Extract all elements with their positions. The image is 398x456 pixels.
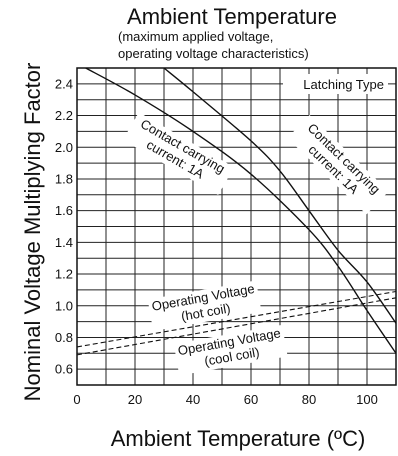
- annotation-background: [147, 280, 262, 332]
- y-tick-label: 1.6: [55, 203, 73, 218]
- legend-box: Latching Type: [283, 74, 388, 94]
- chart-title: Ambient Temperature: [127, 4, 337, 29]
- plot-frame: [76, 67, 397, 386]
- x-tick-label: 0: [73, 392, 80, 407]
- chart-subtitle-line1: (maximum applied voltage,: [118, 29, 273, 44]
- x-tick-label: 40: [186, 392, 200, 407]
- x-tick-label: 80: [302, 392, 316, 407]
- y-tick-label: 1.4: [55, 235, 73, 250]
- x-tick-label: 20: [128, 392, 142, 407]
- series-annotation-3: Operating Voltage(cool coil): [173, 324, 288, 376]
- y-tick-label: 2.2: [55, 108, 73, 123]
- series-annotation-2: Operating Voltage(hot coil): [147, 280, 262, 332]
- y-tick-label: 1.2: [55, 267, 73, 282]
- y-tick-label: 1.8: [55, 171, 73, 186]
- series-line-2: [76, 290, 397, 348]
- series-line-3: [76, 297, 397, 356]
- chart-subtitle-line2: operating voltage characteristics): [118, 46, 309, 61]
- series: [76, 67, 397, 356]
- tick-labels: 0 20 40 60 80 100 0.6 0.8 1.0 1.2 1.4 1.6 1.8 2.0 2.2 2…: [55, 76, 378, 407]
- y-tick-label: 2.0: [55, 140, 73, 155]
- x-tick-label: 60: [244, 392, 258, 407]
- y-tick-label: 0.6: [55, 362, 73, 377]
- legend-label: Latching Type: [303, 77, 384, 92]
- annotation-background: [122, 112, 235, 195]
- y-tick-label: 0.8: [55, 330, 73, 345]
- y-tick-label: 2.4: [55, 76, 73, 91]
- x-axis-label: Ambient Temperature (ºC): [111, 426, 366, 451]
- x-tick-label: 100: [356, 392, 378, 407]
- y-tick-label: 1.0: [55, 298, 73, 313]
- legend-box-background: [283, 74, 388, 94]
- annotation-background: [173, 324, 288, 376]
- annotation-background: [287, 114, 389, 215]
- series-line-1: [163, 67, 397, 324]
- y-axis-label: Nominal Voltage Multiplying Factor: [20, 63, 45, 402]
